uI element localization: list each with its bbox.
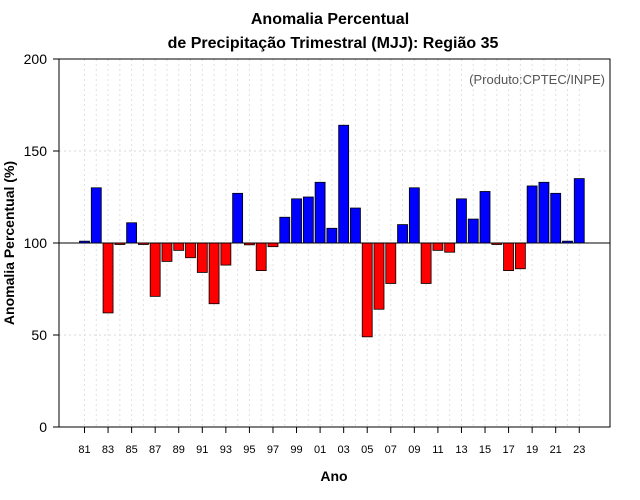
bar-21 bbox=[550, 192, 562, 244]
bar-03 bbox=[338, 124, 350, 244]
bar-06 bbox=[373, 242, 385, 310]
y-tick-label: 100 bbox=[24, 235, 48, 251]
x-tick-label: 21 bbox=[550, 444, 562, 456]
x-tick-label: 01 bbox=[314, 444, 326, 456]
bar-10 bbox=[420, 242, 432, 284]
bar-94 bbox=[232, 192, 244, 244]
bar-99 bbox=[291, 198, 302, 244]
x-tick-label: 87 bbox=[149, 444, 161, 456]
bar-08 bbox=[397, 224, 408, 244]
bar-91 bbox=[196, 242, 208, 273]
chart-title-line2: de Precipitação Trimestral (MJJ): Região… bbox=[168, 35, 499, 52]
credit-text: (Produto:CPTEC/INPE) bbox=[469, 72, 605, 87]
gridlines bbox=[59, 58, 610, 428]
bar-23 bbox=[573, 178, 585, 244]
x-tick-label: 93 bbox=[220, 444, 232, 456]
bar-19 bbox=[526, 185, 538, 244]
bar-96 bbox=[255, 242, 267, 272]
x-tick-label: 83 bbox=[102, 444, 114, 456]
bar-92 bbox=[208, 242, 220, 305]
bars-group bbox=[79, 124, 585, 338]
x-tick-label: 11 bbox=[432, 444, 443, 456]
bar-98 bbox=[279, 216, 291, 244]
bar-01 bbox=[314, 181, 326, 244]
x-axis-label: Ano bbox=[320, 468, 347, 484]
bar-02 bbox=[326, 227, 338, 244]
bar-90 bbox=[185, 242, 196, 259]
x-tick-label: 05 bbox=[361, 444, 373, 456]
x-tick-label: 17 bbox=[502, 444, 514, 456]
x-tick-label: 15 bbox=[479, 444, 491, 456]
bar-20 bbox=[538, 181, 550, 244]
x-tick-label: 89 bbox=[173, 444, 185, 456]
x-tick-label: 85 bbox=[125, 444, 137, 456]
x-tick-label: 07 bbox=[385, 444, 397, 456]
bar-04 bbox=[350, 207, 361, 244]
x-tick-label: 23 bbox=[573, 444, 585, 456]
bar-89 bbox=[173, 242, 185, 251]
x-tick-label: 09 bbox=[408, 444, 420, 456]
x-tick-label: 13 bbox=[455, 444, 467, 456]
bar-88 bbox=[161, 242, 173, 262]
bar-00 bbox=[302, 196, 314, 244]
x-tick-label: 81 bbox=[78, 444, 90, 456]
bar-13 bbox=[456, 198, 467, 244]
bar-05 bbox=[361, 242, 373, 338]
bar-14 bbox=[467, 218, 479, 244]
bar-87 bbox=[149, 242, 161, 297]
y-axis-label: Anomalia Percentual (%) bbox=[1, 161, 17, 325]
x-tick-label: 19 bbox=[526, 444, 538, 456]
bar-15 bbox=[479, 191, 491, 244]
x-tick-label: 03 bbox=[338, 444, 350, 456]
x-tick-label: 97 bbox=[267, 444, 279, 456]
bar-12 bbox=[444, 242, 456, 253]
bar-83 bbox=[102, 242, 114, 314]
bar-18 bbox=[514, 242, 526, 270]
chart-title-line1: Anomalia Percentual bbox=[251, 11, 409, 28]
x-tick-label: 91 bbox=[196, 444, 208, 456]
bar-09 bbox=[408, 187, 420, 244]
bar-97 bbox=[267, 242, 279, 248]
x-axis: 81 83 85 87 89 91 93 95 97 99 01 03 05 07 09 11 13 15 17 19… bbox=[78, 427, 585, 456]
y-tick-label: 150 bbox=[24, 143, 48, 159]
x-tick-label: 95 bbox=[243, 444, 255, 456]
y-tick-label: 200 bbox=[24, 51, 48, 67]
x-tick-label: 99 bbox=[290, 444, 302, 456]
bar-85 bbox=[126, 222, 138, 244]
y-tick-label: 0 bbox=[39, 419, 47, 435]
bar-93 bbox=[220, 242, 232, 266]
y-tick-label: 50 bbox=[31, 327, 47, 343]
bar-82 bbox=[90, 187, 102, 244]
y-axis: 0 50 100 150 200 bbox=[24, 51, 59, 435]
bar-17 bbox=[503, 242, 514, 272]
bar-07 bbox=[385, 242, 397, 284]
bar-11 bbox=[432, 242, 444, 251]
